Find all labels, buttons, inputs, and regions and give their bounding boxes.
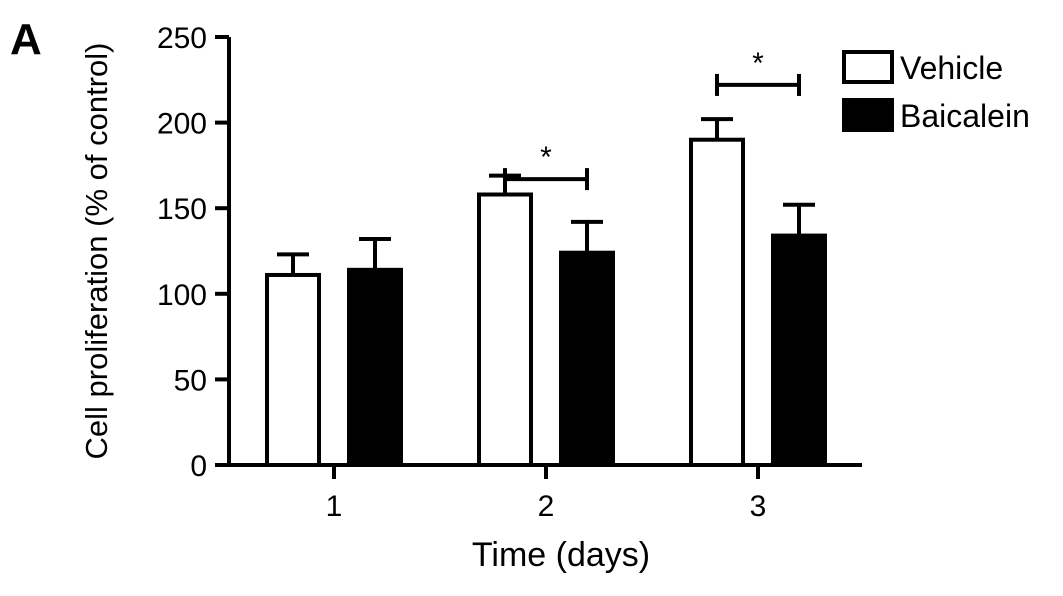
x-axis-title: Time (days) xyxy=(472,536,650,574)
legend-label-baicalein: Baicalein xyxy=(900,98,1030,134)
x-ticks: 1 2 3 xyxy=(326,465,767,523)
legend-label-vehicle: Vehicle xyxy=(900,50,1003,86)
legend: Vehicle Baicalein xyxy=(842,50,1030,134)
significance-layer: ** xyxy=(503,47,801,191)
y-tick-label: 200 xyxy=(157,108,207,141)
y-tick-label: 50 xyxy=(174,364,207,397)
significance-star: * xyxy=(540,141,552,174)
bar-vehicle xyxy=(477,192,533,467)
legend-swatch-baicalein xyxy=(842,98,894,132)
y-tick-label: 150 xyxy=(157,193,207,226)
bar-vehicle xyxy=(689,137,745,467)
bar-baicalein xyxy=(347,267,403,467)
y-ticks: 0 50 100 150 200 250 xyxy=(157,22,229,483)
y-axis-title: Cell proliferation (% of control) xyxy=(79,43,114,460)
axes-layer xyxy=(227,37,862,467)
bars-layer xyxy=(265,137,827,467)
legend-swatch-vehicle xyxy=(842,50,894,84)
bar-vehicle xyxy=(265,272,321,467)
y-tick-label: 0 xyxy=(190,450,207,483)
y-tick-label: 250 xyxy=(157,22,207,55)
bar-baicalein xyxy=(559,250,615,467)
x-tick-label: 1 xyxy=(326,490,343,523)
bar-baicalein xyxy=(771,233,827,467)
panel-label: A xyxy=(10,15,42,64)
x-tick-label: 2 xyxy=(538,490,555,523)
x-tick-label: 3 xyxy=(750,490,767,523)
y-tick-label: 100 xyxy=(157,279,207,312)
significance-star: * xyxy=(752,47,764,80)
